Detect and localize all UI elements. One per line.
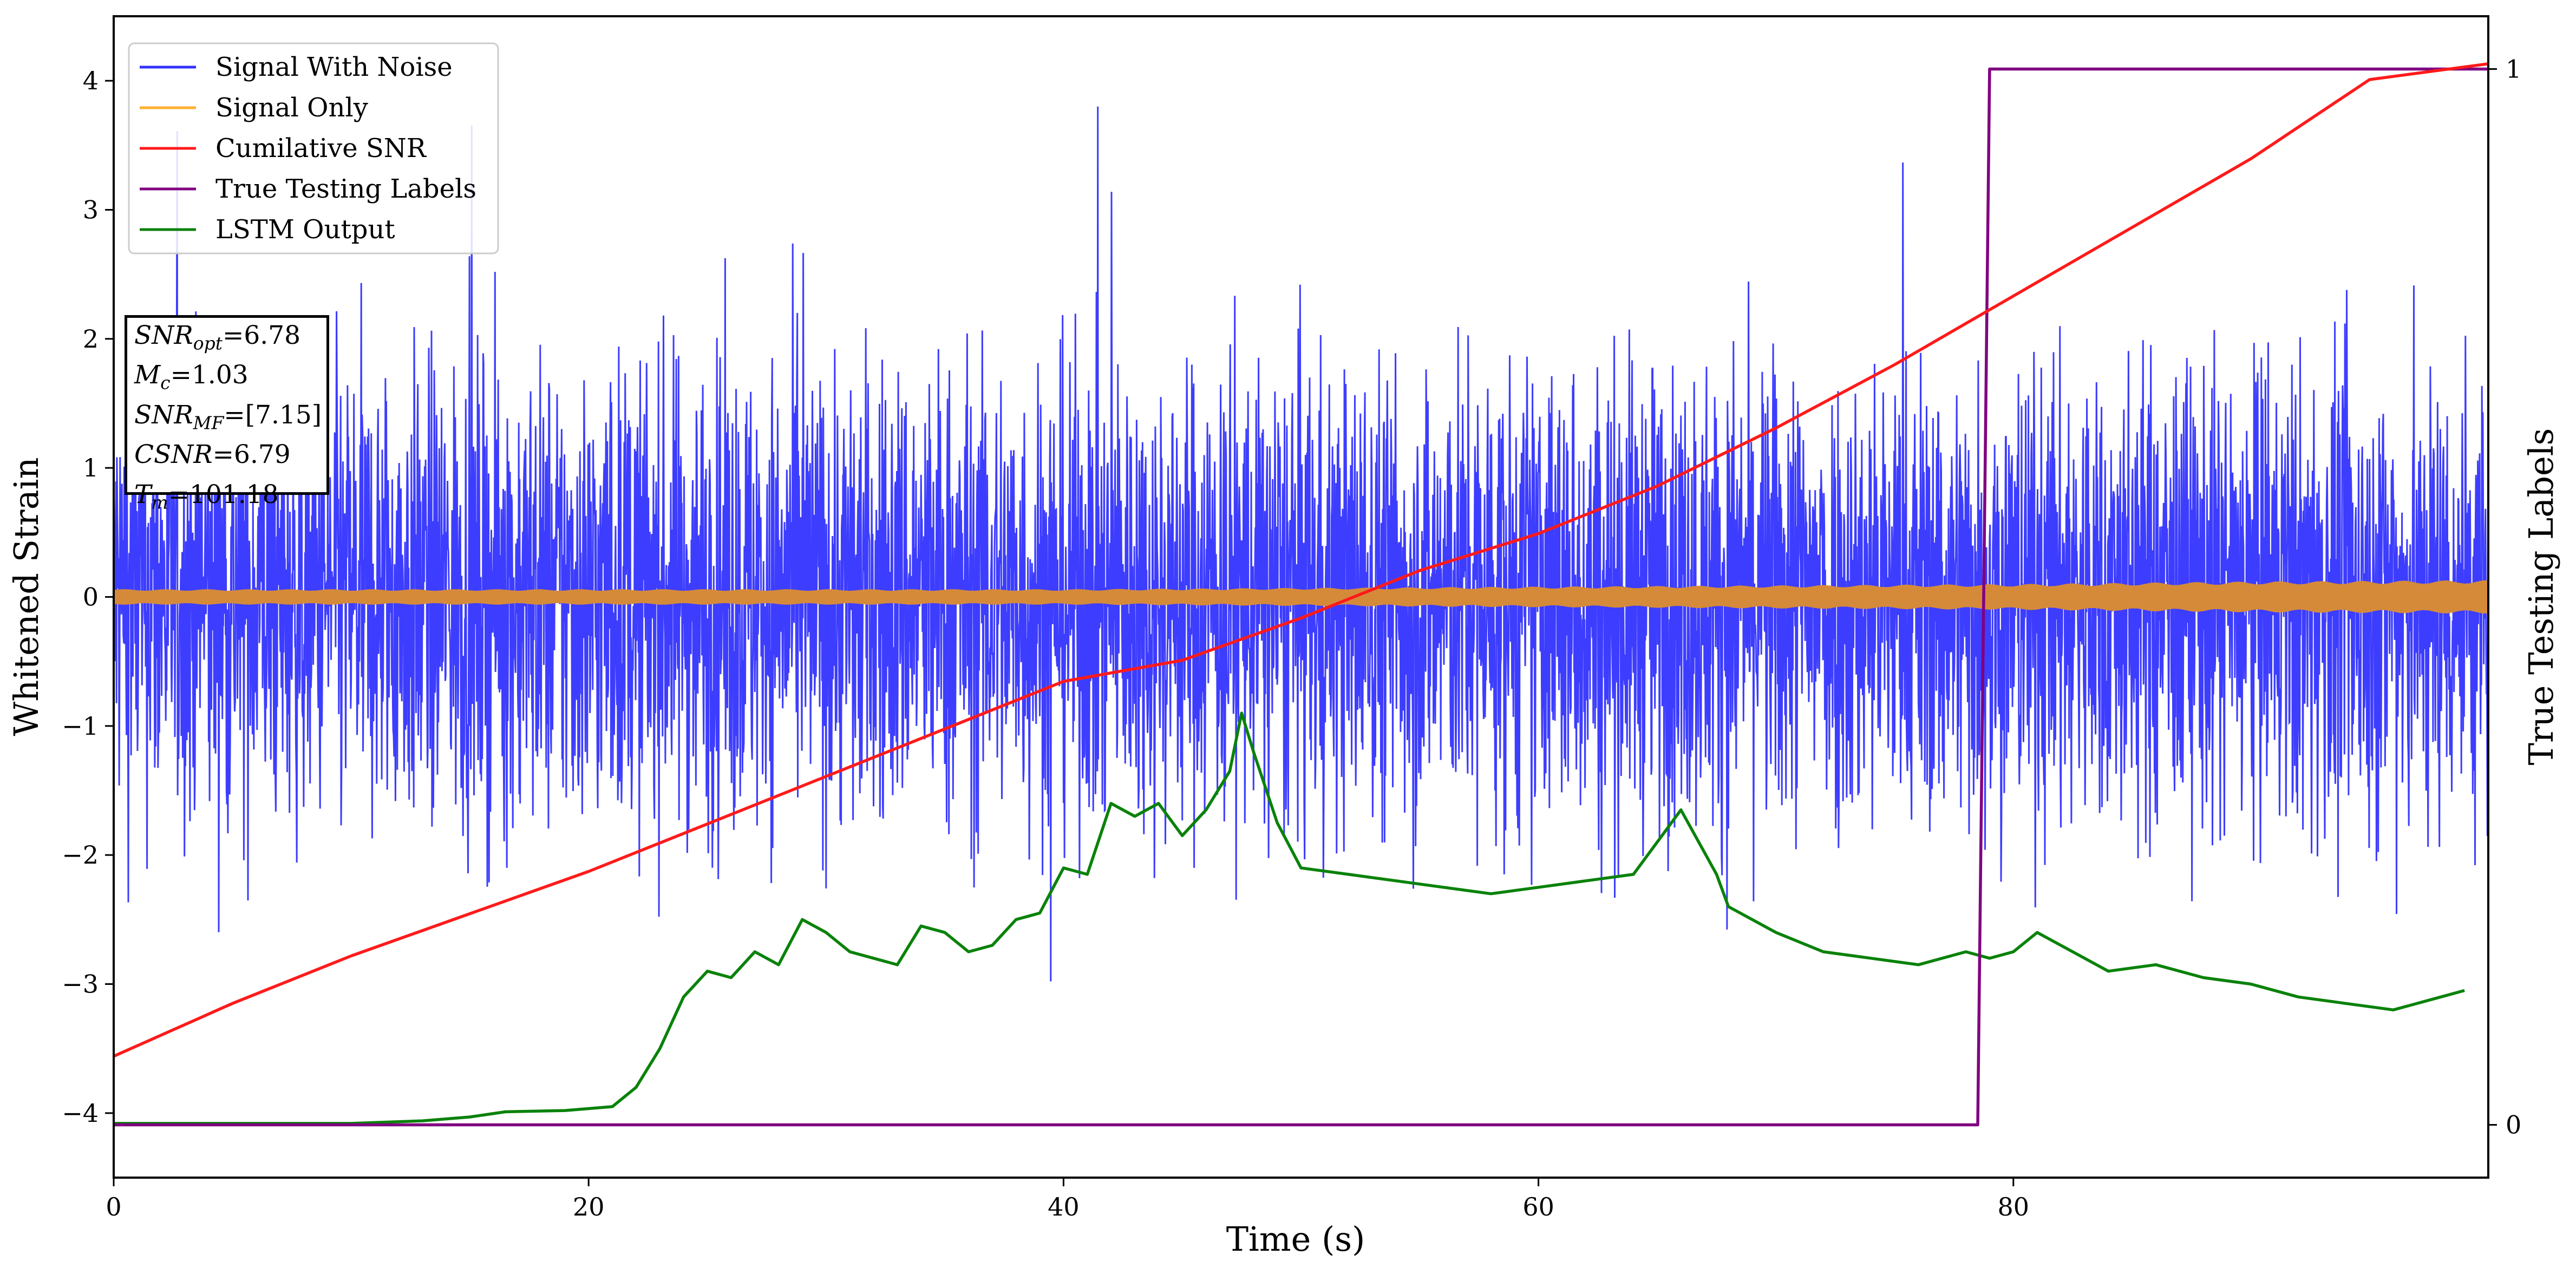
signal-only-band bbox=[114, 580, 2488, 614]
y-axis-label: Whitened Strain bbox=[6, 458, 46, 736]
annotation-box: SNRopt=6.78 Mc=1.03 SNRMF=[7.15] CSNR=6.… bbox=[125, 315, 329, 513]
signal-with-noise-series bbox=[113, 106, 2489, 982]
annotation-line: SNRMF=[7.15] bbox=[134, 400, 322, 434]
x-tick-label: 20 bbox=[573, 1192, 605, 1221]
y2-axis-label: True Testing Labels bbox=[2521, 428, 2561, 766]
annotation-line: Tm=101.18 bbox=[134, 479, 279, 513]
y-tick-label: 0 bbox=[83, 583, 99, 612]
x-tick-label: 80 bbox=[1998, 1192, 2030, 1221]
annotation-line: SNRopt=6.78 bbox=[134, 321, 301, 354]
annotation-line: Mc=1.03 bbox=[134, 360, 249, 394]
y2-tick-label: 1 bbox=[2506, 55, 2521, 84]
legend-label: Signal With Noise bbox=[215, 52, 453, 82]
y-tick-label: −2 bbox=[62, 840, 99, 870]
legend-label: LSTM Output bbox=[215, 214, 395, 245]
cumulative-snr-line bbox=[113, 62, 2489, 1058]
y2-tick-label: 0 bbox=[2506, 1110, 2521, 1140]
x-tick-label: 0 bbox=[106, 1192, 121, 1221]
y-tick-label: 3 bbox=[83, 195, 99, 225]
legend: Signal With Noise Signal Only Cumilative S… bbox=[128, 42, 499, 254]
legend-frame bbox=[128, 42, 499, 254]
y-tick-label: −4 bbox=[62, 1099, 99, 1128]
y-tick-label: 1 bbox=[83, 453, 99, 482]
noise-line bbox=[113, 106, 2489, 982]
legend-label: Cumilative SNR bbox=[215, 133, 427, 164]
legend-label: True Testing Labels bbox=[215, 174, 476, 204]
legend-label: Signal Only bbox=[215, 93, 368, 123]
annotation-line: CSNR=6.79 bbox=[134, 440, 291, 470]
y-tick-label: −1 bbox=[62, 711, 99, 741]
lstm-output-line bbox=[114, 711, 2465, 1125]
signal-only-series bbox=[114, 580, 2488, 614]
y-tick-label: 2 bbox=[83, 324, 99, 354]
x-tick-label: 40 bbox=[1048, 1192, 1080, 1221]
true-testing-labels-line bbox=[114, 67, 2488, 1127]
x-axis-label: Time (s) bbox=[1226, 1219, 1365, 1259]
y-tick-label: 4 bbox=[83, 66, 99, 95]
y-tick-label: −3 bbox=[62, 970, 99, 999]
x-tick-label: 60 bbox=[1522, 1192, 1554, 1221]
